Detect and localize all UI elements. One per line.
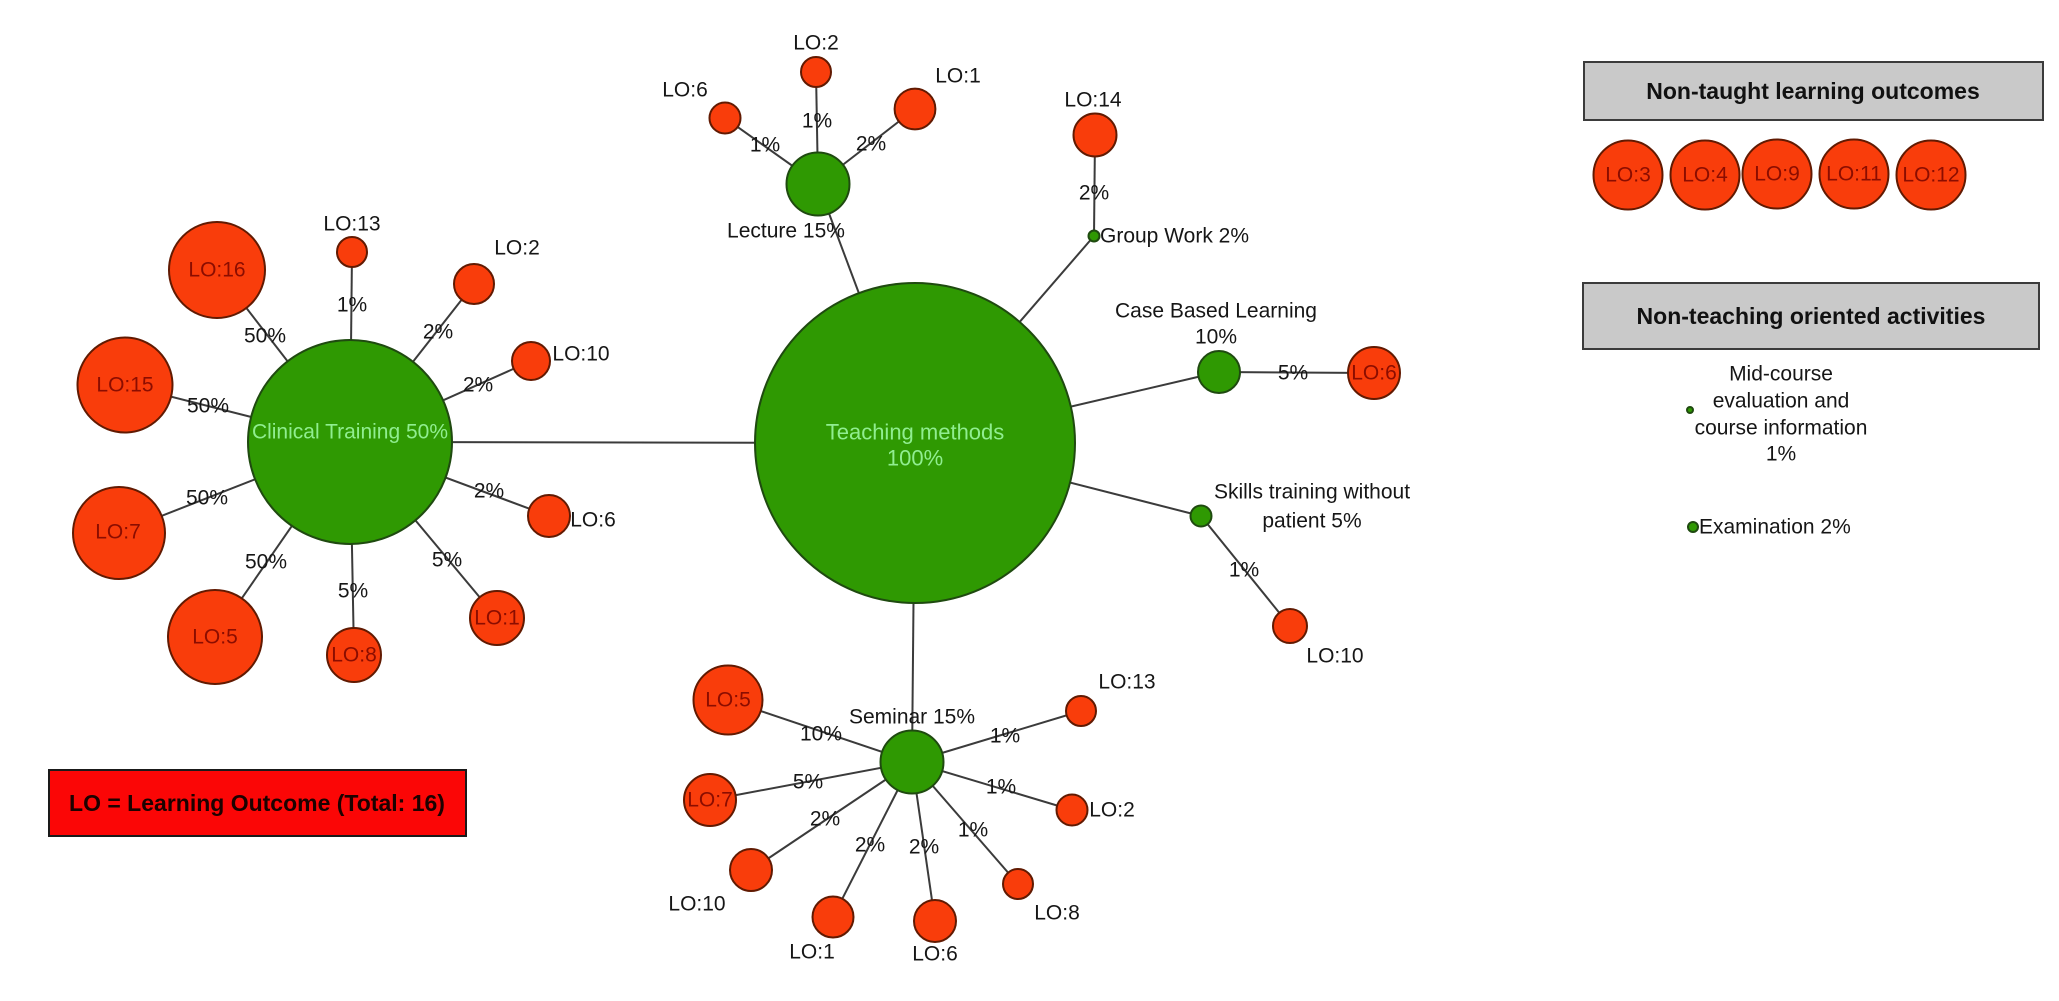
svg-text:2%: 2% bbox=[856, 133, 886, 156]
svg-text:LO:5: LO:5 bbox=[192, 626, 238, 649]
svg-text:LO:6: LO:6 bbox=[1351, 362, 1397, 385]
svg-text:LO:7: LO:7 bbox=[95, 521, 141, 544]
svg-text:LO:4: LO:4 bbox=[1682, 164, 1728, 187]
svg-text:Lecture 15%: Lecture 15% bbox=[727, 220, 845, 243]
svg-text:LO:6: LO:6 bbox=[912, 943, 958, 966]
svg-text:50%: 50% bbox=[187, 395, 229, 418]
svg-text:50%: 50% bbox=[245, 551, 287, 574]
svg-text:LO:15: LO:15 bbox=[96, 374, 153, 397]
svg-text:LO:10: LO:10 bbox=[1306, 645, 1363, 668]
svg-text:1%: 1% bbox=[986, 776, 1016, 799]
svg-text:LO:8: LO:8 bbox=[331, 644, 377, 667]
svg-text:LO:6: LO:6 bbox=[662, 79, 708, 102]
svg-text:1%: 1% bbox=[802, 110, 832, 133]
svg-text:2%: 2% bbox=[474, 480, 504, 503]
svg-text:LO:8: LO:8 bbox=[1034, 902, 1080, 925]
svg-text:LO:14: LO:14 bbox=[1064, 89, 1122, 112]
svg-text:Mid-course: Mid-course bbox=[1729, 363, 1833, 386]
svg-text:Skills training without: Skills training without bbox=[1214, 481, 1410, 504]
svg-text:Teaching methods: Teaching methods bbox=[826, 420, 1005, 445]
svg-text:LO:2: LO:2 bbox=[793, 32, 839, 55]
svg-text:LO:13: LO:13 bbox=[1098, 671, 1155, 694]
svg-text:Seminar 15%: Seminar 15% bbox=[849, 706, 975, 729]
svg-text:Non-teaching oriented activiti: Non-teaching oriented activities bbox=[1637, 303, 1986, 329]
svg-text:LO:13: LO:13 bbox=[323, 213, 380, 236]
svg-text:LO = Learning Outcome (Total:: LO = Learning Outcome (Total: 16) bbox=[69, 790, 445, 816]
svg-text:LO:9: LO:9 bbox=[1754, 163, 1800, 186]
svg-text:evaluation and: evaluation and bbox=[1713, 390, 1850, 413]
svg-text:Group Work 2%: Group Work 2% bbox=[1100, 225, 1249, 248]
svg-text:2%: 2% bbox=[909, 836, 939, 859]
svg-text:5%: 5% bbox=[338, 580, 368, 603]
svg-text:LO:2: LO:2 bbox=[494, 237, 540, 260]
svg-text:1%: 1% bbox=[1229, 559, 1259, 582]
svg-text:Case Based Learning: Case Based Learning bbox=[1115, 300, 1317, 323]
svg-text:2%: 2% bbox=[810, 808, 840, 831]
svg-text:1%: 1% bbox=[1766, 443, 1796, 466]
svg-text:Non-taught learning outcomes: Non-taught learning outcomes bbox=[1646, 78, 1980, 104]
svg-text:2%: 2% bbox=[463, 374, 493, 397]
svg-text:2%: 2% bbox=[1079, 182, 1109, 205]
svg-text:100%: 100% bbox=[887, 446, 943, 471]
svg-text:50%: 50% bbox=[244, 325, 286, 348]
svg-text:2%: 2% bbox=[855, 834, 885, 857]
svg-text:LO:2: LO:2 bbox=[1089, 799, 1135, 822]
svg-text:5%: 5% bbox=[432, 549, 462, 572]
svg-text:5%: 5% bbox=[793, 771, 823, 794]
svg-text:patient 5%: patient 5% bbox=[1262, 510, 1361, 533]
svg-text:LO:7: LO:7 bbox=[687, 789, 733, 812]
svg-text:5%: 5% bbox=[1278, 362, 1308, 385]
svg-text:LO:16: LO:16 bbox=[188, 259, 245, 282]
svg-text:course information: course information bbox=[1695, 417, 1868, 440]
svg-text:2%: 2% bbox=[423, 321, 453, 344]
svg-text:1%: 1% bbox=[990, 725, 1020, 748]
svg-text:50%: 50% bbox=[186, 487, 228, 510]
svg-text:1%: 1% bbox=[958, 819, 988, 842]
svg-text:LO:5: LO:5 bbox=[705, 689, 751, 712]
svg-text:LO:3: LO:3 bbox=[1605, 164, 1651, 187]
svg-text:LO:1: LO:1 bbox=[789, 941, 835, 964]
svg-text:1%: 1% bbox=[750, 134, 780, 157]
svg-text:LO:6: LO:6 bbox=[570, 509, 616, 532]
svg-text:LO:10: LO:10 bbox=[552, 343, 609, 366]
svg-text:LO:12: LO:12 bbox=[1902, 164, 1959, 187]
svg-text:10%: 10% bbox=[800, 723, 842, 746]
svg-text:LO:1: LO:1 bbox=[935, 65, 981, 88]
svg-text:Clinical Training 50%: Clinical Training 50% bbox=[252, 421, 448, 444]
svg-text:10%: 10% bbox=[1195, 326, 1237, 349]
svg-text:LO:1: LO:1 bbox=[474, 607, 520, 630]
svg-text:1%: 1% bbox=[337, 294, 367, 317]
svg-text:Examination 2%: Examination 2% bbox=[1699, 516, 1851, 539]
svg-text:LO:10: LO:10 bbox=[668, 893, 725, 916]
svg-text:LO:11: LO:11 bbox=[1826, 163, 1882, 186]
